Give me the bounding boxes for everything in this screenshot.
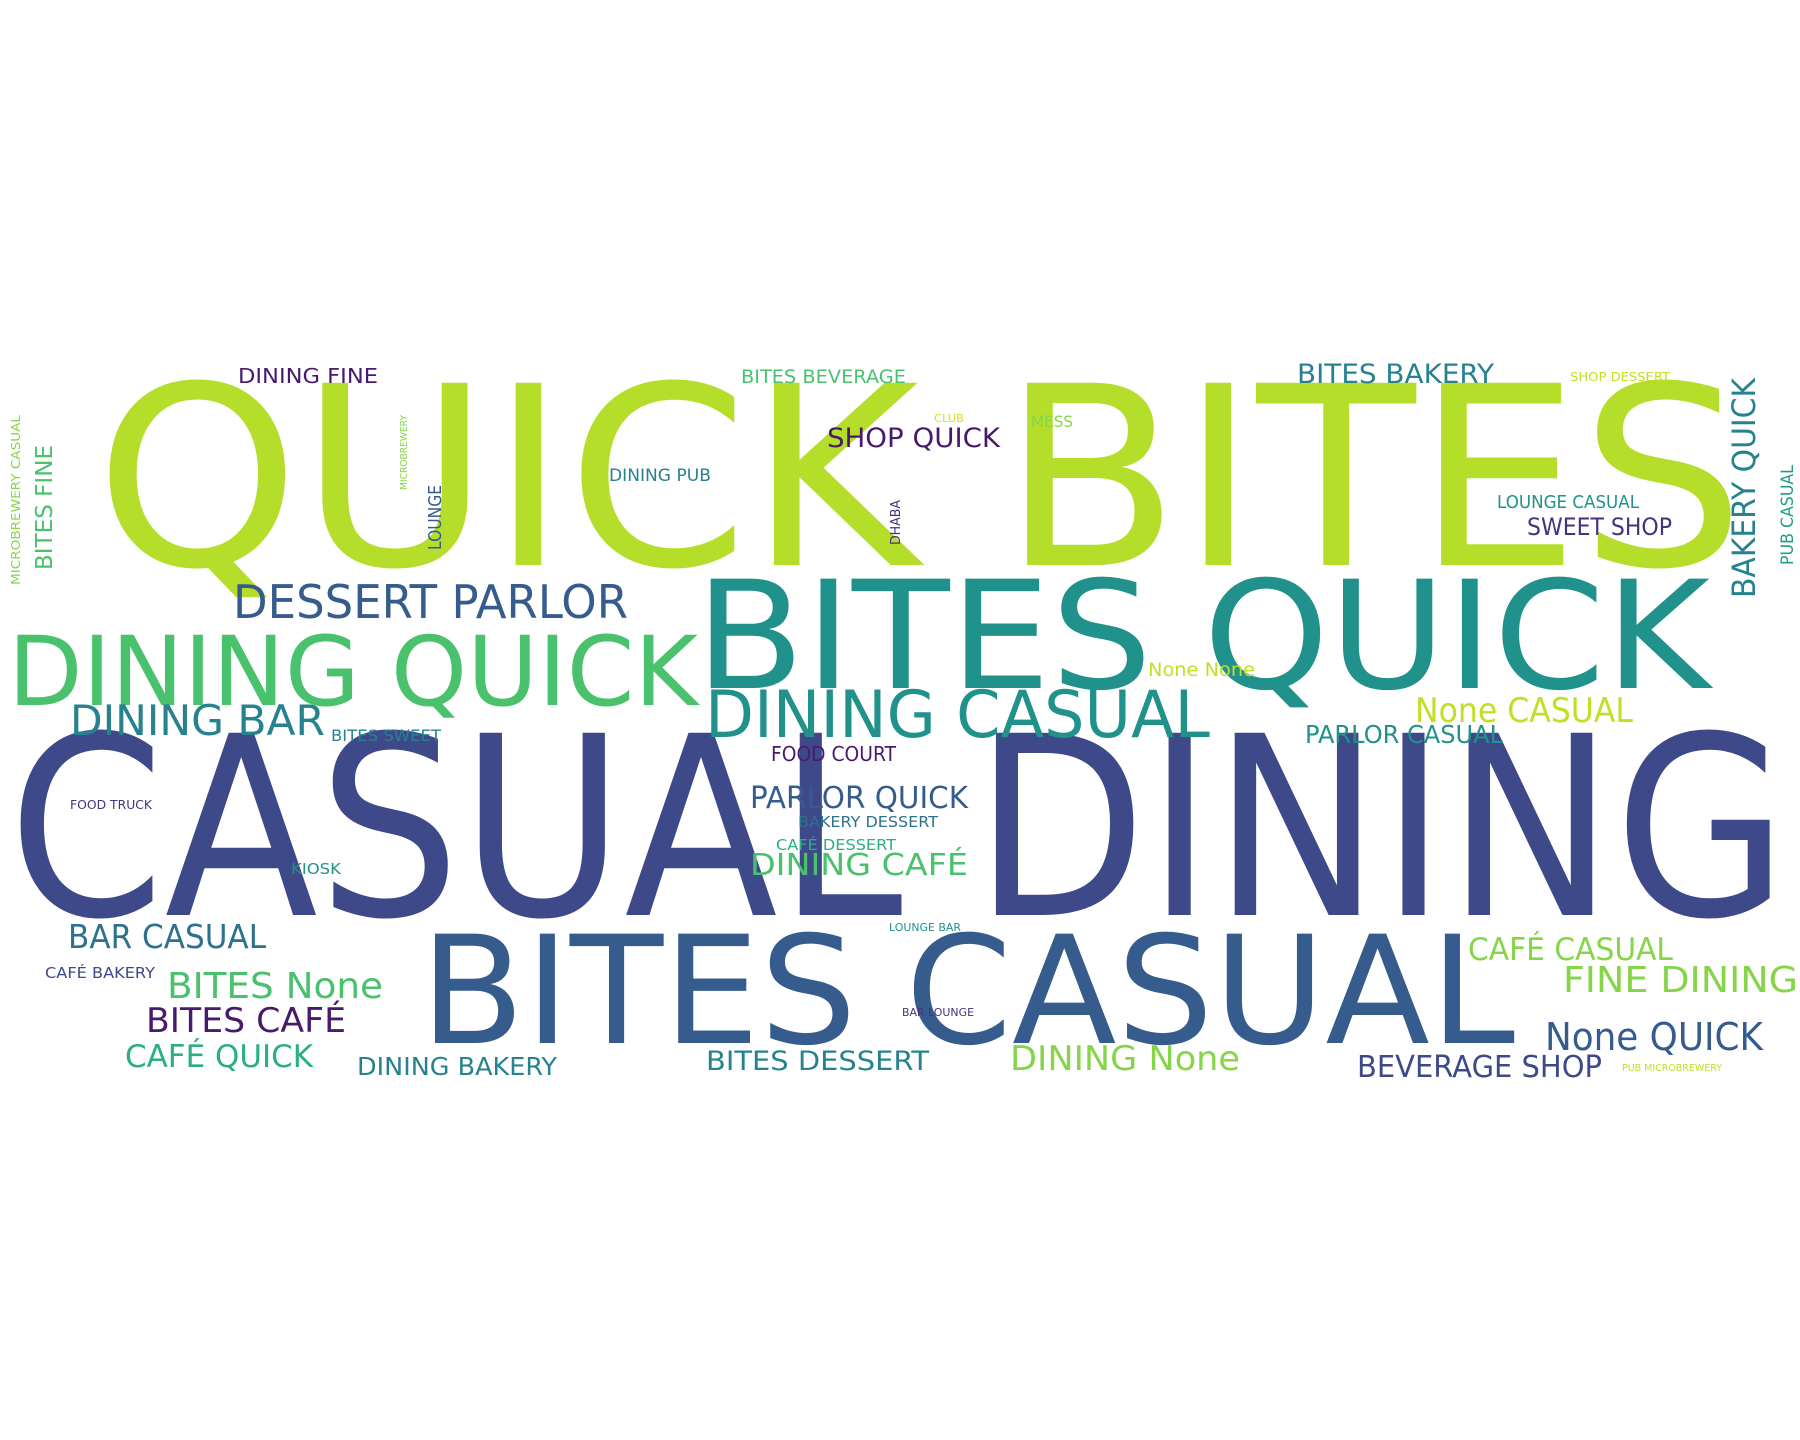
word-club: CLUB xyxy=(934,412,964,425)
word-pub-microbrewery: PUB MICROBREWERY xyxy=(1622,1063,1723,1074)
word-bakery-quick: BAKERY QUICK xyxy=(1725,377,1763,598)
word-cafe-dessert: CAFÉ DESSERT xyxy=(776,835,897,854)
word-dining-bar: DINING BAR xyxy=(70,696,325,745)
word-bites-bakery: BITES BAKERY xyxy=(1297,359,1495,390)
word-quick-bites: QUICK BITES xyxy=(95,333,1745,624)
word-bites-quick: BITES QUICK xyxy=(695,550,1714,724)
word-bites-casual: BITES CASUAL xyxy=(420,905,1515,1079)
word-bites-fine: BITES FINE xyxy=(32,445,58,570)
word-bites-beverage: BITES BEVERAGE xyxy=(741,366,906,388)
word-bakery-dessert: BAKERY DESSERT xyxy=(798,813,939,831)
word-cafe-casual: CAFÉ CASUAL xyxy=(1468,932,1674,968)
word-microbrewery: MICROBREWERY xyxy=(399,414,410,490)
word-microbrewery-casual: MICROBREWERY CASUAL xyxy=(9,415,23,585)
word-none-quick: None QUICK xyxy=(1545,1015,1764,1059)
word-bites-none: BITES None xyxy=(167,966,383,1007)
word-casual-dining: CASUAL DINING xyxy=(8,683,1788,974)
word-bites-sweet: BITES SWEET xyxy=(331,726,441,745)
word-cafe-bakery: CAFÉ BAKERY xyxy=(45,963,156,982)
word-mess: MESS xyxy=(1031,412,1073,431)
word-none-casual: None CASUAL xyxy=(1415,691,1633,731)
word-beverage-shop: BEVERAGE SHOP xyxy=(1357,1050,1602,1085)
word-bar-lounge: BAR LOUNGE xyxy=(902,1006,974,1019)
word-dessert-parlor: DESSERT PARLOR xyxy=(233,575,628,629)
word-sweet-shop: SWEET SHOP xyxy=(1527,513,1672,541)
word-dining-quick: DINING QUICK xyxy=(8,616,700,728)
word-none-none: None None xyxy=(1148,659,1255,681)
word-bites-cafe: BITES CAFÉ xyxy=(146,1000,346,1041)
word-shop-quick: SHOP QUICK xyxy=(827,423,1001,454)
word-lounge-bar: LOUNGE BAR xyxy=(889,921,961,934)
word-bites-dessert: BITES DESSERT xyxy=(706,1046,930,1077)
word-lounge-casual: LOUNGE CASUAL xyxy=(1497,492,1639,513)
word-shop-dessert: SHOP DESSERT xyxy=(1570,370,1671,384)
word-dhaba: DHABA xyxy=(889,500,904,545)
word-parlor-quick: PARLOR QUICK xyxy=(750,781,969,816)
word-cafe-quick: CAFÉ QUICK xyxy=(125,1039,314,1075)
word-fine-dining: FINE DINING xyxy=(1563,960,1798,1001)
word-dining-bakery: DINING BAKERY xyxy=(357,1052,558,1081)
word-dining-casual: DINING CASUAL xyxy=(705,678,1210,753)
word-dining-none: DINING None xyxy=(1010,1039,1240,1079)
word-dining-fine: DINING FINE xyxy=(238,364,378,388)
word-bar-casual: BAR CASUAL xyxy=(68,917,267,956)
word-lounge: LOUNGE xyxy=(425,485,446,550)
word-dining-pub: DINING PUB xyxy=(609,466,711,486)
word-food-court: FOOD COURT xyxy=(771,742,897,766)
word-kiosk: KIOSK xyxy=(291,860,342,878)
word-parlor-casual: PARLOR CASUAL xyxy=(1305,720,1503,749)
word-food-truck: FOOD TRUCK xyxy=(70,798,153,812)
word-dining-cafe: DINING CAFÉ xyxy=(750,847,968,883)
word-pub-casual: PUB CASUAL xyxy=(1778,465,1798,565)
